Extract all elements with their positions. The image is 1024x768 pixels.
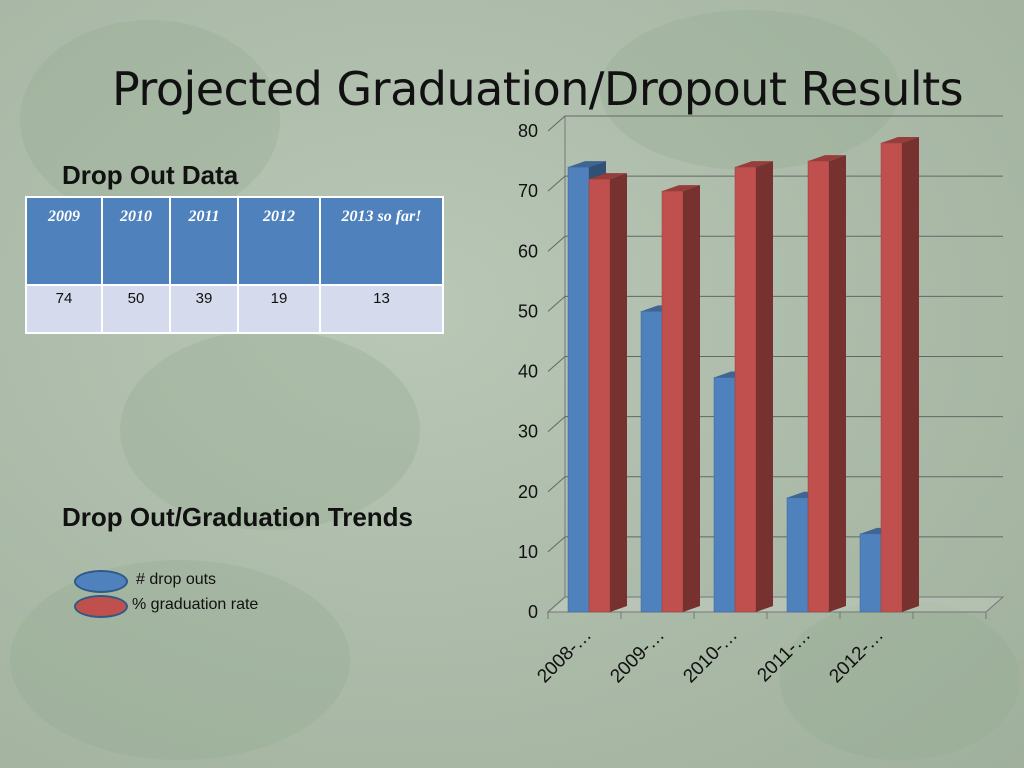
bar [786,497,809,613]
bar [588,178,611,613]
y-tick-label: 30 [518,422,538,442]
bar-top-face [735,161,773,168]
legend-label: % graduation rate [132,596,259,613]
bar-top-face [589,173,627,180]
table-header-cell: 2010 [101,196,171,286]
table-header-cell: 2011 [169,196,239,286]
dropout-table: 2009 2010 2011 2012 2013 so far! 74 50 3… [25,196,444,334]
bar [713,377,736,613]
gridline [547,295,1003,312]
gridline [547,416,1003,432]
bar [859,533,882,613]
x-tick-label: 2010-… [679,625,742,688]
gridline [547,235,1003,252]
y-tick-label: 20 [518,482,538,502]
gridline [547,115,1003,132]
legend-item-dropouts: # drop outs [74,570,334,595]
gridline [547,536,1003,553]
y-tick-label: 0 [528,602,538,622]
y-tick-label: 60 [518,241,538,261]
background-clover [20,20,280,220]
background-clover [600,10,900,170]
y-tick-label: 80 [518,121,538,141]
dropout-data-heading: Drop Out Data [62,160,239,190]
chart-legend: # drop outs % graduation rate [74,570,334,620]
background-clover [780,600,1020,760]
gridline [547,356,1003,372]
x-tick-label: 2011-… [753,625,815,687]
gridline [547,476,1003,493]
background-clover [120,330,420,530]
legend-label: # drop outs [136,571,217,588]
bar-side-face [683,185,700,612]
legend-swatch-red [74,595,128,618]
bar [807,160,830,613]
gridline [547,175,1003,192]
bar [734,166,757,613]
table-header-cell: 2012 [237,196,321,286]
background-clover [10,560,350,760]
trends-heading: Drop Out/Graduation Trends [62,502,414,532]
y-tick-label: 10 [518,542,538,562]
bar [880,142,903,613]
y-tick-label: 40 [518,362,538,382]
table-cell: 50 [101,284,171,334]
bar [661,190,684,613]
legend-item-graduation: % graduation rate [74,595,334,620]
bar-top-face [568,161,606,168]
bar-side-face [902,137,919,612]
bar-top-face [881,137,919,144]
bar-side-face [829,155,846,612]
bar [567,166,590,613]
table-header-cell: 2009 [25,196,103,286]
bar [640,311,663,613]
table-cell: 39 [169,284,239,334]
bar-side-face [756,161,773,612]
x-tick-label: 2009-… [606,625,669,688]
bar-top-face [662,185,700,192]
y-tick-label: 50 [518,301,538,321]
table-row: 74 50 39 19 13 [25,284,444,334]
bar-side-face [610,173,627,612]
slide-title: Projected Graduation/Dropout Results [112,62,964,116]
bar-top-face [808,155,846,162]
table-header-row: 2009 2010 2011 2012 2013 so far! [25,196,444,286]
table-cell: 13 [319,284,444,334]
y-tick-label: 70 [518,181,538,201]
x-tick-label: 2008-… [533,625,596,688]
table-cell: 19 [237,284,321,334]
x-tick-label: 2012-… [825,625,888,688]
table-header-cell: 2013 so far! [319,196,444,286]
legend-swatch-blue [74,570,128,593]
table-cell: 74 [25,284,103,334]
